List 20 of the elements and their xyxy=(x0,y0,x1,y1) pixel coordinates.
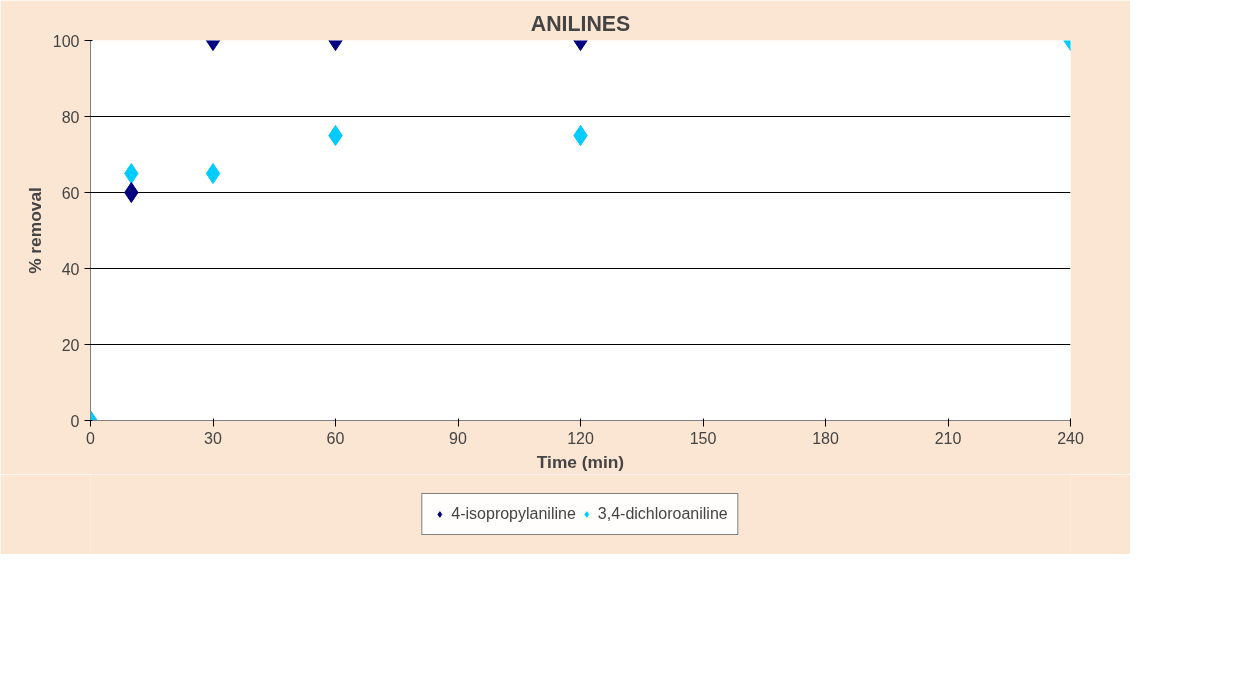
y-tick-label: 0 xyxy=(70,412,80,430)
legend-label: 3,4-dichloroaniline xyxy=(597,505,728,523)
x-tick-label: 180 xyxy=(812,429,839,447)
x-tick-label: 150 xyxy=(689,429,717,447)
x-tick-label: 210 xyxy=(934,429,962,447)
x-tick-label: 90 xyxy=(449,429,467,447)
x-tick-label: 60 xyxy=(326,429,345,447)
y-tick-label: 40 xyxy=(61,260,80,278)
x-tick-label: 0 xyxy=(86,429,96,447)
x-axis-title: Time (min) xyxy=(536,451,625,472)
chart-title: ANILINES xyxy=(530,11,631,36)
y-tick-label: 20 xyxy=(61,336,80,354)
x-tick-label: 240 xyxy=(1057,429,1084,447)
y-tick-label: 60 xyxy=(61,184,80,202)
x-tick-label: 120 xyxy=(567,429,594,447)
x-tick-label: 30 xyxy=(204,429,222,447)
y-axis-title: % removal xyxy=(24,187,45,274)
legend-label: 4-isopropylaniline xyxy=(451,505,576,523)
y-tick-label: 100 xyxy=(52,32,80,50)
y-tick-label: 80 xyxy=(61,108,80,126)
